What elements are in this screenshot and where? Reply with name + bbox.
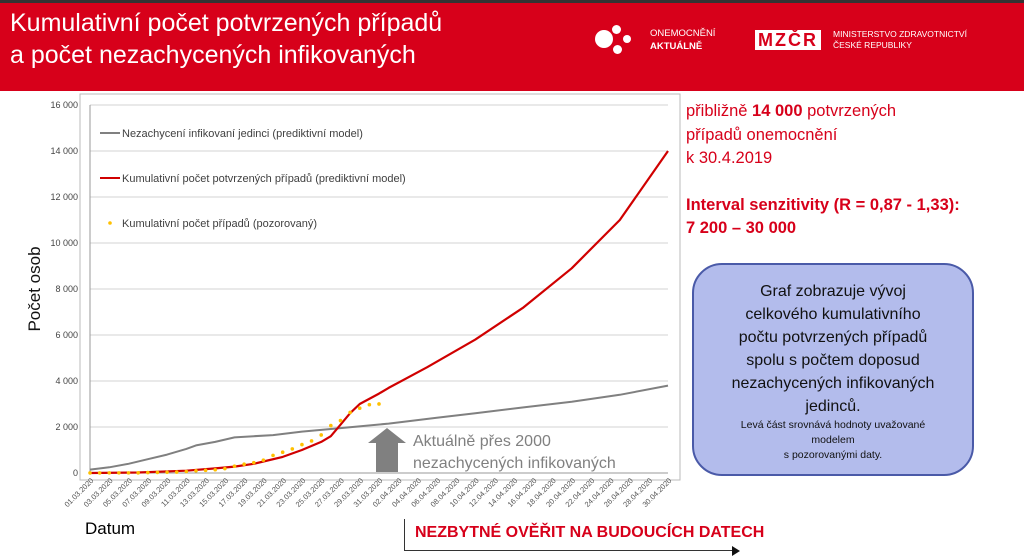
observed-point xyxy=(251,460,256,465)
info-line: spolu s počtem doposud xyxy=(746,352,920,369)
series-undetected-line xyxy=(89,384,669,471)
observed-point xyxy=(319,433,324,437)
observed-point xyxy=(367,402,372,407)
arrow-right-icon xyxy=(732,546,740,556)
observed-point xyxy=(146,470,150,475)
future-arrow-line xyxy=(404,519,734,551)
ministry-mark-icon: MZČR xyxy=(755,30,821,50)
y-tick-label: 14 000 xyxy=(50,146,78,156)
observed-point xyxy=(155,470,160,475)
observed-point xyxy=(290,447,295,451)
observed-point xyxy=(261,458,266,462)
info-line: celkového kumulativního xyxy=(745,306,921,323)
y-tick-label: 6 000 xyxy=(55,330,78,340)
y-tick-label: 0 xyxy=(73,468,78,478)
summary-line2: případů onemocnění xyxy=(686,125,838,144)
logo2-line1: MINISTERSTVO ZDRAVOTNICTVÍ xyxy=(833,29,967,39)
info-line: jedinců. xyxy=(805,398,861,415)
interval-value: 7 200 – 30 000 xyxy=(686,219,797,237)
y-tick-label: 8 000 xyxy=(55,284,78,294)
y-tick-label: 2 000 xyxy=(55,422,78,432)
summary-line3: k 30.4.2019 xyxy=(686,149,773,167)
chart: 0 2 000 4 000 6 000 8 000 10 000 12 000 14 000 1… xyxy=(25,93,681,509)
observed-point xyxy=(97,471,102,475)
info-small-line: s pozorovanými daty. xyxy=(783,449,883,461)
observed-point xyxy=(223,466,227,471)
observed-point xyxy=(329,423,333,428)
title-line-1: Kumulativní počet potvrzených případů xyxy=(10,9,443,37)
observed-point xyxy=(309,439,314,443)
interval-label: Interval senzitivity (R = 0,87 - 1,33): xyxy=(686,195,960,214)
y-tick-label: 16 000 xyxy=(50,100,78,110)
info-small-line: Levá část srovnává hodnoty uvažované xyxy=(740,419,926,431)
observed-point xyxy=(242,462,246,466)
observed-point xyxy=(357,406,362,411)
observed-point xyxy=(165,470,169,475)
page-title: Kumulativní počet potvrzených případů a … xyxy=(10,7,442,71)
verification-note: NEZBYTNÉ OVĚŘIT NA BUDOUCÍCH DATECH xyxy=(415,524,765,541)
observed-point xyxy=(338,418,343,423)
x-axis-label: Datum xyxy=(85,519,136,538)
legend-label: Kumulativní počet potvrzených případů (p… xyxy=(122,173,406,185)
logo1-line1: ONEMOCNĚNÍ xyxy=(650,28,716,39)
dots-logo-icon xyxy=(595,25,640,55)
y-axis-label: Počet osob xyxy=(25,246,44,331)
observed-point xyxy=(117,471,121,475)
annotation-line: Aktuálně přes 2000 xyxy=(413,433,551,450)
observed-point xyxy=(126,471,131,475)
annotation-line: nezachycených infikovaných xyxy=(413,455,616,472)
y-tick-label: 12 000 xyxy=(50,192,78,202)
observed-point xyxy=(348,410,352,415)
observed-point xyxy=(300,442,304,447)
observed-point xyxy=(174,470,179,474)
observed-point xyxy=(136,471,140,475)
ministry-logo: MZČR MINISTERSTVO ZDRAVOTNICTVÍ ČESKÉ REP… xyxy=(755,29,967,51)
summary-number: 14 000 xyxy=(752,102,803,120)
info-box: Graf zobrazuje vývoj celkového kumulativ… xyxy=(692,263,974,476)
observed-point xyxy=(107,471,112,475)
observed-point xyxy=(213,467,218,472)
observed-point xyxy=(88,471,92,475)
observed-point xyxy=(232,464,237,468)
summary-post: potvrzených xyxy=(802,102,897,120)
logo1-line2: AKTUÁLNĚ xyxy=(650,41,703,52)
legend-label: Kumulativní počet případů (pozorovaný) xyxy=(122,218,317,230)
observed-point xyxy=(377,402,381,406)
chart-frame xyxy=(79,93,681,481)
observed-point xyxy=(194,469,198,473)
onemocneni-aktualne-logo: ONEMOCNĚNÍ AKTUÁLNĚ xyxy=(595,25,715,55)
header-bar: Kumulativní počet potvrzených případů a … xyxy=(0,0,1024,91)
info-small-line: modelem xyxy=(811,434,855,446)
observed-point xyxy=(271,453,275,458)
observed-point xyxy=(203,468,208,473)
title-line-2: a počet nezachycených infikovaných xyxy=(10,41,416,69)
summary-pre: přibližně xyxy=(686,102,753,120)
observed-point xyxy=(184,469,189,474)
y-tick-label: 10 000 xyxy=(50,238,78,248)
legend-swatch xyxy=(108,221,112,225)
legend-label: Nezachycení infikovaní jedinci (predikti… xyxy=(122,128,363,140)
up-arrow-icon xyxy=(368,428,406,472)
logo2-line2: ČESKÉ REPUBLIKY xyxy=(833,40,912,50)
info-line: Graf zobrazuje vývoj xyxy=(760,283,906,300)
summary-text: přibližně 14 000 potvrzených případů one… xyxy=(686,100,960,241)
info-line: nezachycených infikovaných xyxy=(731,375,935,392)
info-line: počtu potvrzených případů xyxy=(738,329,928,346)
y-tick-label: 4 000 xyxy=(55,376,78,386)
observed-point xyxy=(280,450,285,455)
